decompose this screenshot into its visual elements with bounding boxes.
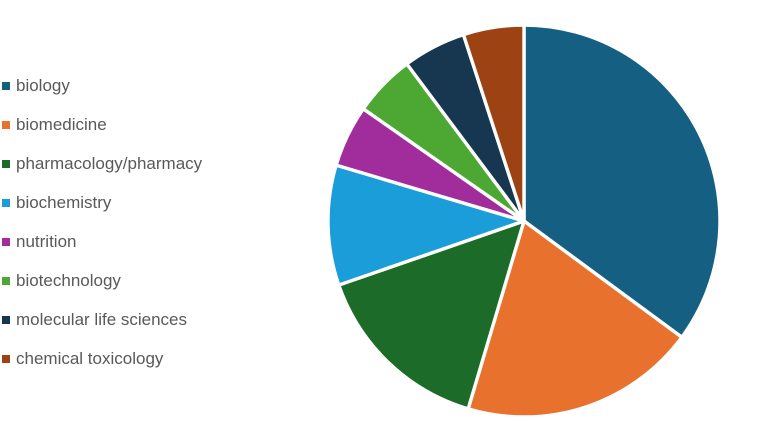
legend-item-pharmacology-pharmacy: pharmacology/pharmacy	[2, 144, 202, 183]
legend-label: molecular life sciences	[16, 310, 188, 329]
legend-label: biology	[16, 76, 70, 95]
pie-slice-biology	[522, 23, 722, 339]
pie-slice-biochemistry	[326, 163, 526, 287]
legend-item-nutrition: nutrition	[2, 222, 202, 261]
legend-item-chemical-toxicology: chemical toxicology	[2, 339, 202, 378]
pie-slice-biomedicine	[466, 219, 684, 419]
pie-slice-pharmacology-pharmacy	[337, 219, 526, 411]
legend-label: pharmacology/pharmacy	[16, 154, 203, 173]
legend-item-biology: biology	[2, 66, 202, 105]
legend-item-biomedicine: biomedicine	[2, 105, 202, 144]
legend-item-biotechnology: biotechnology	[2, 261, 202, 300]
legend-swatch	[2, 159, 10, 168]
legend-swatch	[2, 354, 10, 363]
legend-item-biochemistry: biochemistry	[2, 183, 202, 222]
legend-swatch	[2, 276, 10, 285]
legend-label: chemical toxicology	[16, 349, 164, 368]
pie-slice-chemical-toxicology	[461, 23, 526, 223]
legend-label: biomedicine	[16, 115, 107, 134]
legend-item-molecular-life-sciences: molecular life sciences	[2, 300, 202, 339]
legend-label: biochemistry	[16, 193, 112, 212]
chart-legend: biology biomedicine pharmacology/pharmacy b…	[2, 66, 202, 378]
legend-swatch	[2, 81, 10, 90]
legend-label: nutrition	[16, 232, 77, 251]
legend-swatch	[2, 198, 10, 207]
legend-swatch	[2, 120, 10, 129]
legend-swatch	[2, 237, 10, 246]
legend-swatch	[2, 315, 10, 324]
legend-label: biotechnology	[16, 271, 121, 290]
